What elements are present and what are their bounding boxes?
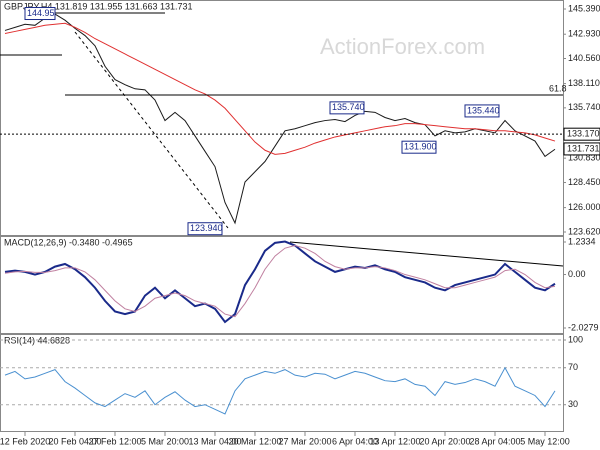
y-tick-label: 100 [568, 334, 583, 344]
y-tick-label: 138.110 [568, 78, 600, 88]
x-tick-label: 5 May 12:00 [520, 436, 570, 446]
chart-title: GBPJPY,H4 131.819 131.955 131.663 131.73… [4, 1, 193, 11]
macd-panel [0, 236, 564, 334]
x-tick-label: 20 Feb 04:00 [48, 436, 101, 446]
x-tick-label: 6 Apr 04:00 [332, 436, 378, 446]
series-line [4, 240, 556, 324]
level-label: 133.170 [567, 129, 600, 139]
macd-title: MACD(12,26,9) -0.3480 -0.4965 [4, 237, 133, 247]
annotation-box [329, 101, 365, 115]
series-line [4, 366, 556, 415]
y-tick-label: 145.390 [568, 3, 600, 13]
x-tick-label: 13 Apr 12:00 [369, 436, 420, 446]
annotation-label: 135.740 [332, 102, 365, 112]
y-tick-label: 1.2334 [568, 236, 596, 246]
series-line [4, 13, 556, 225]
x-tick-label: 20 Apr 20:00 [419, 436, 470, 446]
annotation-label: 123.940 [190, 223, 223, 233]
y-tick-label: 126.000 [568, 202, 600, 212]
x-tick-label: 28 Apr 04:00 [469, 436, 520, 446]
x-tick-label: 5 Mar 20:00 [141, 436, 189, 446]
y-tick-label: 0.00 [568, 269, 586, 279]
level-label: 61.8 [549, 83, 567, 93]
y-tick-label: 70 [568, 362, 578, 372]
x-tick-label: 27 Feb 12:00 [88, 436, 141, 446]
last-price-box [563, 142, 600, 156]
level-box [563, 127, 600, 141]
series-line [4, 245, 556, 318]
x-tick-label: 12 Feb 2020 [0, 436, 50, 446]
x-tick-label: 27 Mar 20:00 [278, 436, 331, 446]
y-tick-label: 123.620 [568, 226, 600, 236]
y-tick-label: -2.0279 [568, 322, 599, 332]
series-line [4, 22, 556, 155]
annotation-box [464, 104, 500, 118]
annotation-label: 131.900 [404, 142, 437, 152]
annotation-label: 144.95 [27, 8, 55, 18]
watermark: ActionForex.com [320, 34, 485, 59]
y-tick-label: 142.930 [568, 29, 600, 39]
last-price-label: 131.731 [567, 143, 600, 153]
annotation-label: 135.440 [467, 105, 500, 115]
y-tick-label: 130.830 [568, 153, 600, 163]
y-tick-label: 30 [568, 399, 578, 409]
price-panel [0, 0, 564, 236]
y-tick-label: 140.560 [568, 53, 600, 63]
annotation-box [187, 222, 223, 236]
x-tick-label: 13 Mar 04:00 [188, 436, 241, 446]
y-tick-label: 128.450 [568, 177, 600, 187]
annotation-box [401, 140, 437, 154]
y-tick-label: 135.740 [568, 102, 600, 112]
rsi-panel [0, 334, 564, 432]
annotation-box [24, 7, 56, 21]
x-tick-label: 20 Mar 12:00 [228, 436, 281, 446]
macd-trend-line [289, 241, 564, 267]
